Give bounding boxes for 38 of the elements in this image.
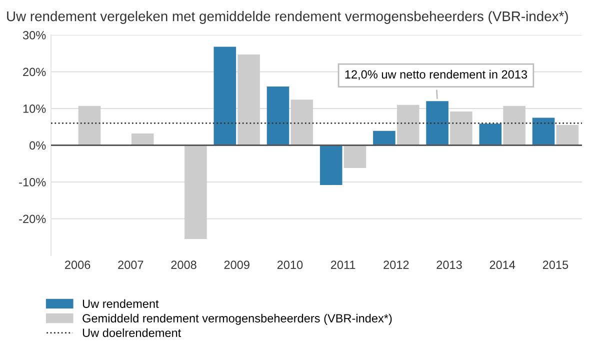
bar (450, 111, 472, 146)
y-tick-label: 10% (23, 104, 46, 113)
bar (344, 145, 366, 168)
x-tick-label: 2015 (542, 260, 568, 270)
legend-label: Uw rendement (82, 299, 159, 308)
y-tick-label: 30% (22, 31, 46, 40)
bar (184, 145, 207, 239)
bar (532, 118, 555, 146)
y-tick-label: -20% (19, 214, 46, 224)
x-tick-label: 2010 (277, 260, 303, 270)
x-tick-label: 2013 (436, 260, 462, 270)
bar (131, 133, 154, 146)
x-tick-label: 2011 (330, 260, 356, 270)
bar (426, 101, 448, 146)
bar (266, 86, 290, 146)
x-tick-label: 2012 (384, 260, 409, 270)
bar (320, 145, 342, 185)
bar (556, 125, 579, 146)
bar (396, 104, 420, 146)
chart-title: Uw rendement vergeleken met gemiddelde rendement vermogensbeheerders (VBR-index*) (7, 11, 568, 24)
x-tick-label: 2007 (118, 260, 144, 270)
y-tick-label: 0% (30, 141, 46, 150)
x-tick-label: 2006 (65, 260, 90, 270)
x-tick-label: 2009 (224, 260, 250, 270)
bar (290, 100, 314, 146)
bar (214, 46, 236, 146)
y-tick-label: -10% (19, 178, 46, 186)
bar (373, 130, 396, 146)
bar (479, 124, 502, 146)
bar (238, 54, 260, 146)
bar (503, 106, 526, 146)
x-tick-label: 2014 (490, 260, 516, 270)
annotation: 12,0% uw netto rendement in 2013 (345, 70, 528, 80)
legend-label: Gemiddeld rendement vermogensbeheerders (VBR-index*) (82, 314, 392, 325)
legend-label: Uw doelrendement (82, 328, 182, 338)
y-tick-label: 20% (23, 68, 46, 76)
bar (78, 106, 101, 146)
x-tick-label: 2008 (171, 260, 196, 270)
